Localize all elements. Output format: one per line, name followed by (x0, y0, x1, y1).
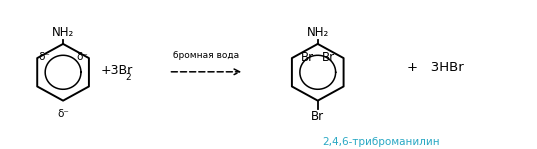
Text: δ⁻: δ⁻ (76, 52, 88, 62)
Text: 2: 2 (125, 73, 131, 82)
Text: +3Br: +3Br (101, 64, 133, 77)
Text: Br: Br (322, 51, 335, 64)
Text: бромная вода: бромная вода (173, 51, 240, 60)
Text: NH₂: NH₂ (307, 26, 329, 39)
Text: δ⁻: δ⁻ (38, 52, 50, 62)
Text: δ⁻: δ⁻ (57, 109, 69, 119)
Text: Br: Br (301, 51, 314, 64)
Text: 2,4,6-триброманилин: 2,4,6-триброманилин (323, 137, 440, 147)
Text: +   3HBr: + 3HBr (407, 61, 464, 74)
Text: NH₂: NH₂ (52, 26, 74, 39)
Text: Br: Br (311, 110, 324, 123)
